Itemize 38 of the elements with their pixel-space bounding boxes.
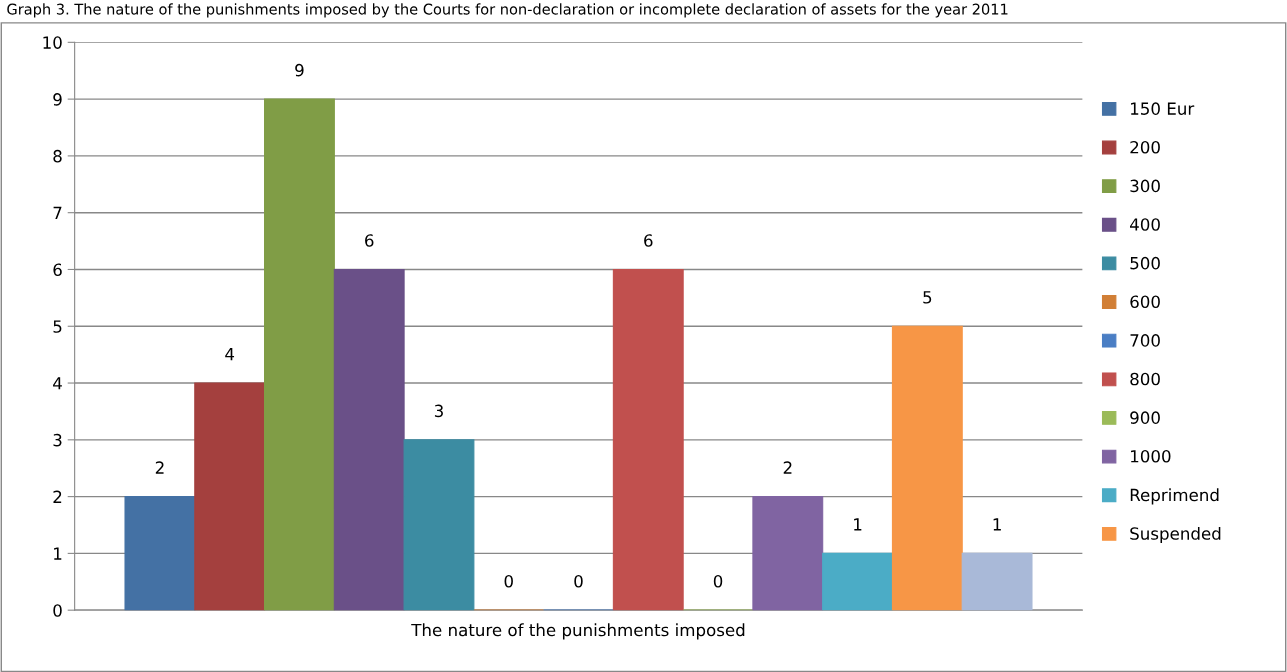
y-tick-label: 0 — [53, 604, 62, 617]
legend-label: 600 — [1130, 295, 1160, 309]
legend-label: 500 — [1130, 256, 1160, 270]
y-tick-label: 2 — [53, 490, 62, 503]
y-tick-label: 9 — [53, 93, 62, 106]
legend-label: 200 — [1130, 140, 1160, 154]
y-tick-label: 8 — [53, 149, 62, 163]
legend-label: Suspended — [1130, 526, 1221, 544]
data-label: 0 — [713, 574, 723, 588]
data-label: 3 — [434, 404, 443, 418]
data-label: 1 — [854, 518, 862, 531]
legend-label: Reprimend — [1130, 488, 1219, 505]
legend-label: 300 — [1130, 179, 1160, 193]
chart-title: Graph 3. The nature of the punishments imposed by the Courts for non-declaration or incomplete declaration of assets for the year 2011 — [7, 3, 1008, 18]
y-tick-label: 5 — [53, 320, 62, 333]
legend-label: 900 — [1130, 411, 1160, 424]
data-label: 2 — [155, 461, 164, 474]
y-tick-label: 7 — [53, 206, 62, 220]
legend-label: 700 — [1130, 334, 1160, 347]
data-label: 6 — [365, 234, 374, 247]
legend-label: 800 — [1130, 372, 1160, 386]
y-tick-label: 1 — [54, 547, 62, 560]
data-label: 9 — [295, 63, 304, 77]
legend-label: 1000 — [1131, 449, 1171, 463]
x-axis-title: The nature of the punishments imposed — [411, 623, 745, 640]
legend-label: 150 Eur — [1131, 102, 1195, 115]
data-label: 2 — [783, 461, 792, 474]
y-tick-label: 3 — [53, 433, 62, 447]
y-tick-label: 6 — [53, 263, 62, 277]
data-label: 1 — [993, 518, 1001, 531]
legend-label: 400 — [1130, 218, 1160, 231]
data-label: 5 — [923, 291, 932, 304]
data-label: 0 — [504, 574, 513, 588]
y-tick-label: 10 — [43, 36, 62, 49]
data-label: 0 — [574, 574, 583, 588]
y-tick-label: 4 — [53, 377, 62, 390]
data-label: 4 — [225, 347, 235, 361]
data-label: 6 — [644, 234, 653, 247]
